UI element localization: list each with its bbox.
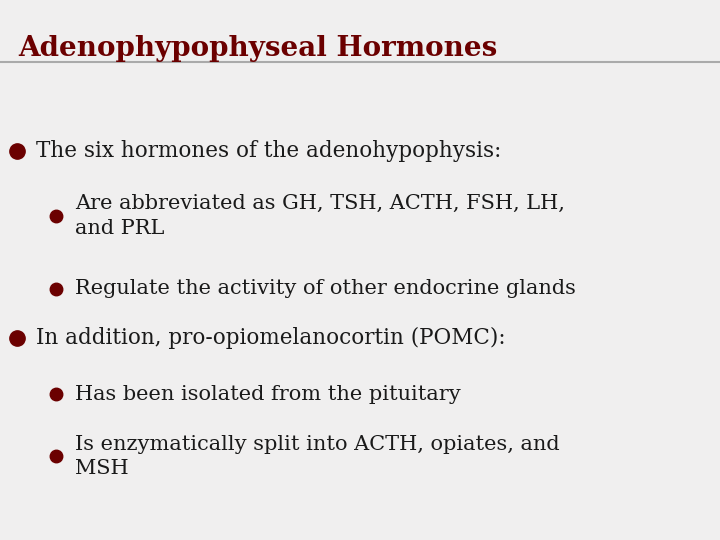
Text: Adenophypophyseal Hormones: Adenophypophyseal Hormones <box>18 35 498 62</box>
Text: In addition, pro-opiomelanocortin (POMC):: In addition, pro-opiomelanocortin (POMC)… <box>36 327 505 348</box>
Text: Has been isolated from the pituitary: Has been isolated from the pituitary <box>76 384 462 404</box>
Text: Is enzymatically split into ACTH, opiates, and
MSH: Is enzymatically split into ACTH, opiate… <box>76 435 560 478</box>
Text: The six hormones of the adenohypophysis:: The six hormones of the adenohypophysis: <box>36 140 501 162</box>
Text: Are abbreviated as GH, TSH, ACTH, FSH, LH,
and PRL: Are abbreviated as GH, TSH, ACTH, FSH, L… <box>76 194 565 238</box>
Text: Regulate the activity of other endocrine glands: Regulate the activity of other endocrine… <box>76 279 576 299</box>
